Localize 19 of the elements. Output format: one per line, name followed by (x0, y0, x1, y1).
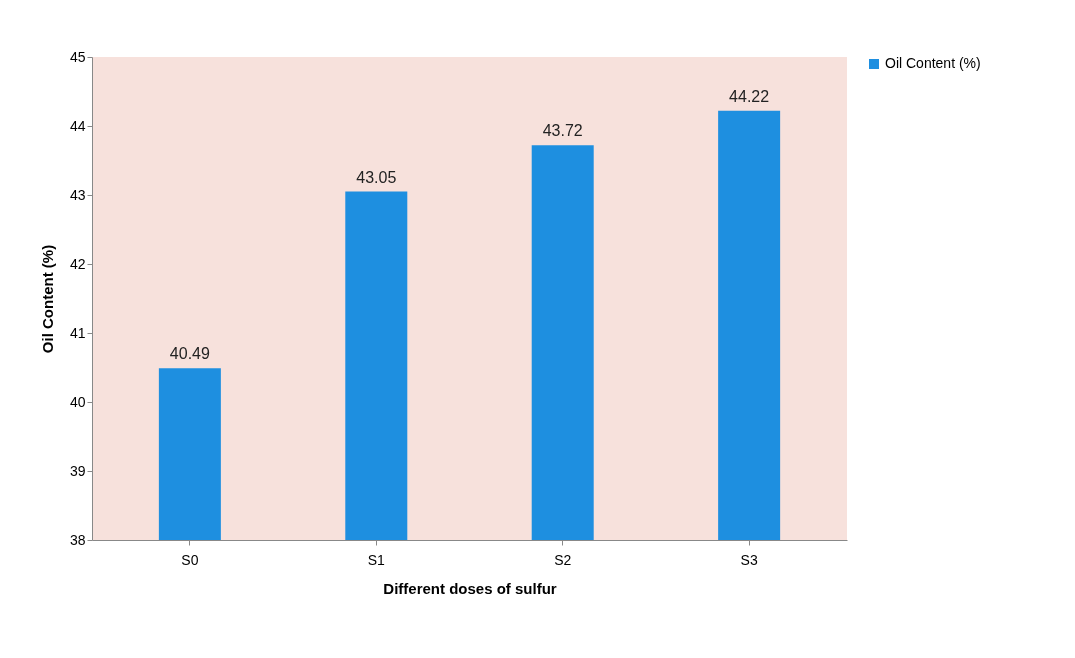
data-label: 43.72 (542, 122, 583, 140)
y-axis-title: Oil Content (%) (38, 244, 56, 354)
y-tick-label: 44 (69, 117, 86, 134)
y-tick-label: 38 (69, 531, 86, 548)
y-tick-label: 39 (69, 462, 86, 479)
y-tick-label: 41 (69, 324, 86, 341)
data-label: 44.22 (729, 87, 770, 105)
y-tick-label: 42 (69, 255, 86, 272)
x-axis-title: Different doses of sulfur (383, 579, 557, 597)
y-tick-label: 40 (69, 393, 86, 410)
data-label: 40.49 (169, 345, 210, 363)
data-label: 43.05 (356, 168, 397, 186)
x-tick-label: S0 (181, 551, 199, 568)
y-tick-label: 43 (69, 186, 86, 203)
y-tick-label: 45 (69, 48, 86, 65)
x-tick-label: S2 (554, 551, 572, 568)
x-tick-label: S3 (740, 551, 758, 568)
legend-label: Oil Content (%) (885, 55, 981, 71)
x-tick-label: S1 (367, 551, 386, 568)
